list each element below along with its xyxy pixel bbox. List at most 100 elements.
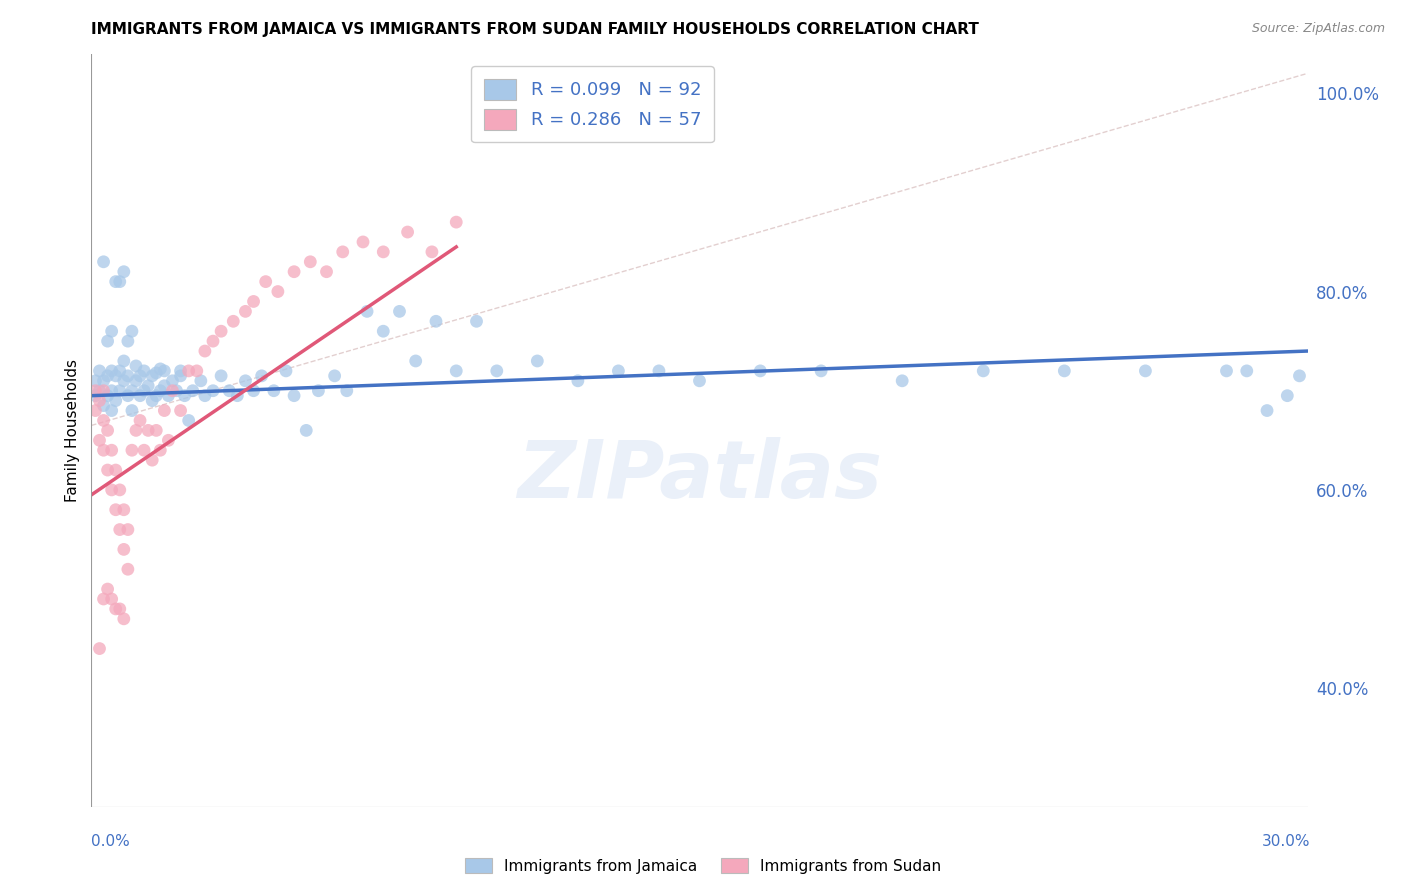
Point	[84, 389, 107, 403]
Point	[97, 368, 120, 383]
Point	[263, 384, 285, 398]
Point	[181, 384, 204, 398]
Point	[388, 304, 411, 318]
Point	[222, 314, 245, 328]
Point	[209, 368, 232, 383]
Point	[89, 641, 111, 656]
Point	[93, 384, 115, 398]
Point	[250, 368, 273, 383]
Point	[125, 374, 148, 388]
Point	[100, 364, 122, 378]
Point	[104, 393, 127, 408]
Point	[117, 368, 139, 383]
Point	[153, 403, 176, 417]
Point	[89, 434, 111, 448]
Point	[299, 254, 322, 268]
Point	[149, 443, 172, 458]
Point	[169, 368, 191, 383]
Point	[97, 424, 120, 438]
Text: ZIPatlas: ZIPatlas	[517, 436, 882, 515]
Point	[323, 368, 346, 383]
Point	[112, 354, 135, 368]
Point	[141, 393, 163, 408]
Point	[972, 364, 994, 378]
Point	[89, 364, 111, 378]
Point	[235, 304, 257, 318]
Point	[607, 364, 630, 378]
Point	[149, 362, 172, 376]
Point	[373, 244, 395, 259]
Point	[157, 434, 180, 448]
Point	[145, 389, 167, 403]
Point	[84, 374, 107, 388]
Point	[117, 334, 139, 348]
Point	[242, 294, 264, 309]
Point	[112, 265, 135, 279]
Point	[117, 562, 139, 576]
Point	[93, 413, 115, 427]
Point	[373, 324, 395, 338]
Point	[104, 275, 127, 289]
Point	[218, 384, 240, 398]
Point	[93, 374, 115, 388]
Point	[420, 244, 443, 259]
Point	[100, 483, 122, 497]
Point	[169, 364, 191, 378]
Point	[162, 384, 184, 398]
Point	[332, 244, 354, 259]
Y-axis label: Family Households: Family Households	[65, 359, 80, 502]
Point	[125, 359, 148, 373]
Point	[444, 215, 467, 229]
Point	[202, 334, 225, 348]
Point	[104, 463, 127, 477]
Point	[129, 413, 152, 427]
Point	[104, 368, 127, 383]
Point	[100, 324, 122, 338]
Point	[121, 403, 143, 417]
Point	[1053, 364, 1076, 378]
Point	[93, 443, 115, 458]
Point	[141, 368, 163, 383]
Point	[444, 364, 467, 378]
Point	[1288, 368, 1310, 383]
Point	[97, 389, 120, 403]
Point	[810, 364, 832, 378]
Point	[315, 265, 337, 279]
Point	[97, 582, 120, 596]
Point	[84, 403, 107, 417]
Legend: Immigrants from Jamaica, Immigrants from Sudan: Immigrants from Jamaica, Immigrants from…	[458, 852, 948, 880]
Point	[108, 523, 131, 537]
Point	[485, 364, 508, 378]
Point	[117, 389, 139, 403]
Point	[1215, 364, 1237, 378]
Point	[89, 384, 111, 398]
Point	[129, 368, 152, 383]
Point	[226, 389, 249, 403]
Point	[104, 502, 127, 516]
Point	[295, 424, 318, 438]
Point	[136, 424, 159, 438]
Text: 0.0%: 0.0%	[91, 834, 131, 848]
Point	[149, 384, 172, 398]
Point	[100, 384, 122, 398]
Point	[283, 389, 305, 403]
Point	[526, 354, 548, 368]
Point	[112, 612, 135, 626]
Point	[202, 384, 225, 398]
Point	[1236, 364, 1258, 378]
Point	[112, 374, 135, 388]
Point	[145, 366, 167, 380]
Point	[93, 399, 115, 413]
Point	[177, 364, 200, 378]
Point	[648, 364, 671, 378]
Point	[121, 443, 143, 458]
Point	[1256, 403, 1278, 417]
Point	[108, 483, 131, 497]
Point	[194, 389, 217, 403]
Point	[166, 384, 188, 398]
Point	[125, 424, 148, 438]
Point	[117, 523, 139, 537]
Point	[465, 314, 488, 328]
Point	[97, 334, 120, 348]
Point	[153, 364, 176, 378]
